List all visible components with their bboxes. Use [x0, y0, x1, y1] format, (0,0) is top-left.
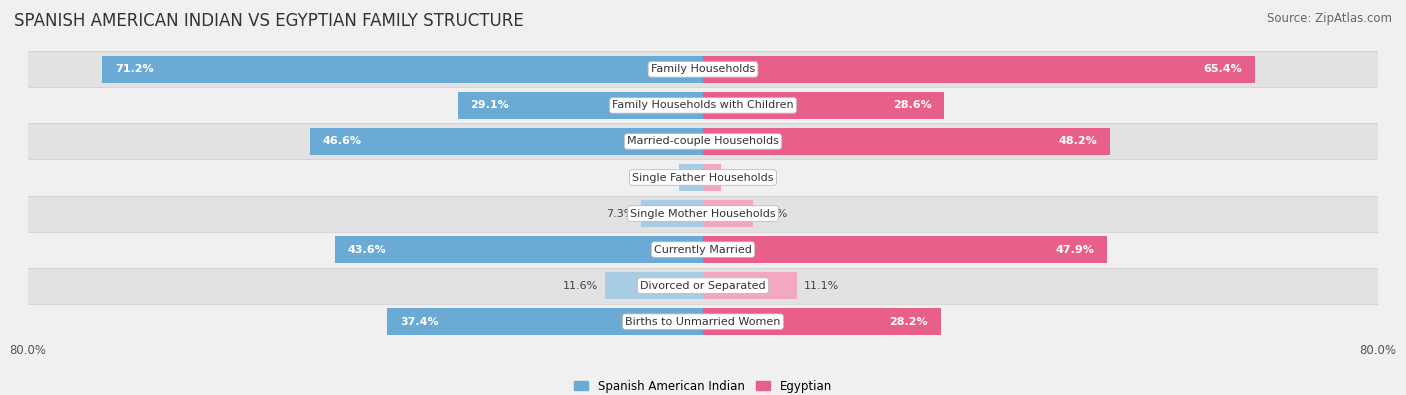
Bar: [335, 236, 703, 263]
Bar: [703, 200, 752, 227]
Text: Married-couple Households: Married-couple Households: [627, 136, 779, 147]
Text: Family Households: Family Households: [651, 64, 755, 74]
Text: Family Households with Children: Family Households with Children: [612, 100, 794, 111]
Text: 46.6%: 46.6%: [322, 136, 361, 147]
Bar: [703, 128, 1109, 155]
Bar: [703, 56, 1254, 83]
Bar: [28, 87, 1378, 123]
Text: 11.1%: 11.1%: [803, 280, 838, 291]
Text: Single Mother Households: Single Mother Households: [630, 209, 776, 218]
Text: 28.6%: 28.6%: [893, 100, 932, 111]
Text: 5.9%: 5.9%: [759, 209, 787, 218]
Bar: [703, 164, 721, 191]
Text: 28.2%: 28.2%: [890, 317, 928, 327]
Text: 2.1%: 2.1%: [727, 173, 756, 182]
Bar: [703, 236, 1107, 263]
Text: 2.9%: 2.9%: [644, 173, 672, 182]
Text: Currently Married: Currently Married: [654, 245, 752, 255]
Bar: [605, 272, 703, 299]
Bar: [28, 160, 1378, 196]
Text: 7.3%: 7.3%: [606, 209, 634, 218]
Text: Single Father Households: Single Father Households: [633, 173, 773, 182]
Bar: [28, 196, 1378, 231]
Legend: Spanish American Indian, Egyptian: Spanish American Indian, Egyptian: [569, 375, 837, 395]
Bar: [703, 272, 797, 299]
Bar: [388, 308, 703, 335]
Bar: [641, 200, 703, 227]
Bar: [309, 128, 703, 155]
Bar: [703, 308, 941, 335]
Text: 37.4%: 37.4%: [401, 317, 439, 327]
Text: Divorced or Separated: Divorced or Separated: [640, 280, 766, 291]
Text: 11.6%: 11.6%: [564, 280, 599, 291]
Text: 48.2%: 48.2%: [1059, 136, 1097, 147]
Text: Births to Unmarried Women: Births to Unmarried Women: [626, 317, 780, 327]
Bar: [28, 231, 1378, 268]
Text: 43.6%: 43.6%: [347, 245, 387, 255]
Bar: [457, 92, 703, 119]
Text: 71.2%: 71.2%: [115, 64, 153, 74]
Text: 29.1%: 29.1%: [470, 100, 509, 111]
Bar: [28, 51, 1378, 87]
Text: 65.4%: 65.4%: [1204, 64, 1241, 74]
Bar: [28, 123, 1378, 160]
Bar: [28, 268, 1378, 304]
Text: 47.9%: 47.9%: [1056, 245, 1094, 255]
Bar: [103, 56, 703, 83]
Bar: [28, 304, 1378, 340]
Bar: [679, 164, 703, 191]
Text: SPANISH AMERICAN INDIAN VS EGYPTIAN FAMILY STRUCTURE: SPANISH AMERICAN INDIAN VS EGYPTIAN FAMI…: [14, 12, 524, 30]
Text: Source: ZipAtlas.com: Source: ZipAtlas.com: [1267, 12, 1392, 25]
Bar: [703, 92, 945, 119]
